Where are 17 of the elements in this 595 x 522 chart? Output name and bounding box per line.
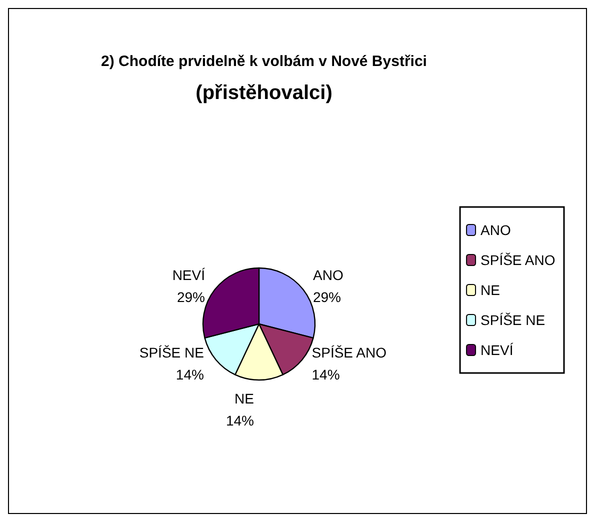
data-label: 14% — [226, 412, 254, 429]
data-label: 14% — [312, 366, 340, 383]
data-label: 29% — [312, 289, 342, 305]
data-label: 29% — [176, 289, 206, 305]
slice-label: SPÍŠE NE — [139, 344, 204, 361]
legend-label: SPÍŠE NE — [480, 312, 546, 328]
slice-label: NEVÍ — [172, 267, 206, 283]
legend-label: ANO — [480, 222, 511, 238]
chart-subtitle: (přistěhovalci) — [196, 82, 332, 104]
legend-label: NEVÍ — [480, 342, 514, 358]
legend-label: SPÍŠE ANO — [480, 252, 556, 268]
data-label: 14% — [176, 366, 204, 383]
chart-title: 2) Chodíte prvidelně k volbám v Nové Bystřici — [101, 53, 427, 70]
legend-label: NE — [480, 282, 500, 298]
slice-label: SPÍŠE ANO — [312, 344, 387, 361]
slice-label: ANO — [312, 267, 344, 283]
slice-label: NE — [234, 390, 254, 407]
